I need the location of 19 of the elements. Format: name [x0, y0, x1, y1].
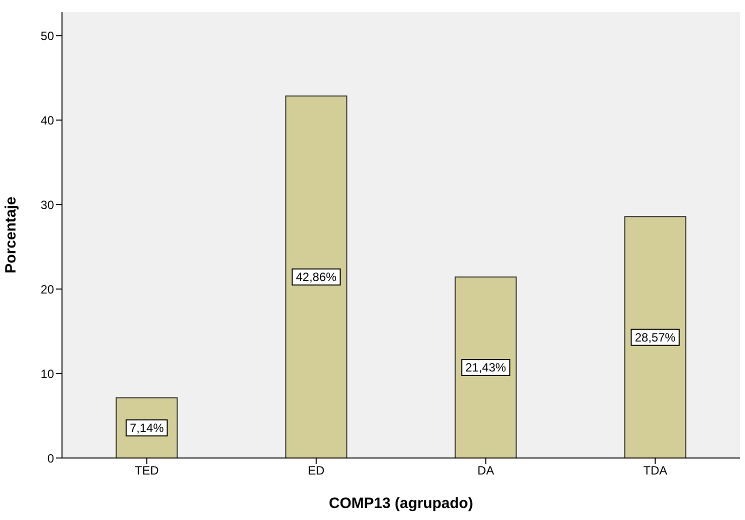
data-label: 7,14%	[130, 420, 164, 435]
x-tick-label: DA	[477, 464, 494, 478]
bar	[624, 216, 686, 458]
bar	[454, 276, 517, 458]
y-tick-label: 40	[40, 113, 54, 128]
data-label: 42,86%	[296, 270, 337, 284]
x-tick-label: TDA	[643, 464, 668, 478]
x-tick-label: ED	[308, 464, 325, 478]
y-tick-label: 10	[40, 366, 54, 381]
y-tick-label: 0	[47, 451, 54, 466]
x-axis-title: COMP13 (agrupado)	[328, 495, 474, 512]
data-label: 28,57%	[634, 330, 676, 344]
y-tick-label: 50	[40, 28, 54, 43]
data-label: 21,43%	[465, 360, 506, 374]
x-tick-label: TED	[134, 464, 160, 478]
y-axis-title: Porcentaje	[2, 196, 20, 274]
y-tick-label: 30	[40, 198, 54, 212]
bar	[285, 95, 348, 458]
y-tick-label: 20	[40, 282, 54, 296]
